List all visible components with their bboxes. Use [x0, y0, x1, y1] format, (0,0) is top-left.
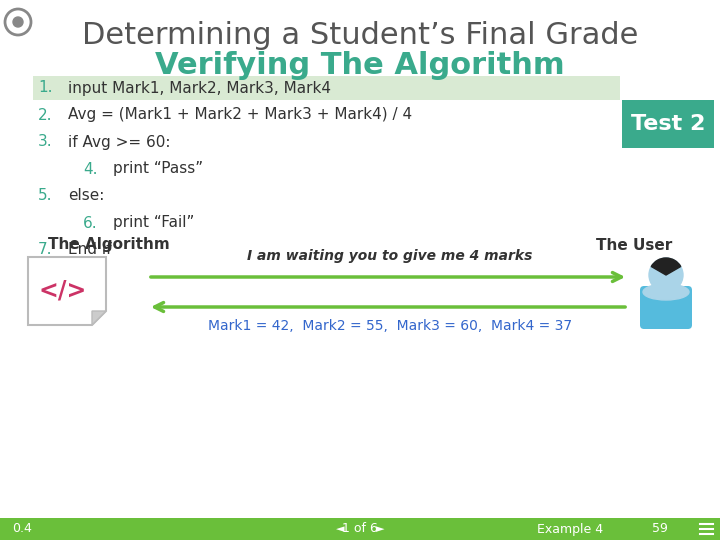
Text: Avg = (Mark1 + Mark2 + Mark3 + Mark4) / 4: Avg = (Mark1 + Mark2 + Mark3 + Mark4) / …: [68, 107, 412, 123]
FancyBboxPatch shape: [640, 286, 692, 329]
Text: The Algorithm: The Algorithm: [48, 238, 170, 253]
Text: I am waiting you to give me 4 marks: I am waiting you to give me 4 marks: [247, 249, 533, 263]
Text: 1.: 1.: [38, 80, 53, 96]
Polygon shape: [28, 257, 106, 325]
Text: Example 4: Example 4: [537, 523, 603, 536]
Text: else:: else:: [68, 188, 104, 204]
FancyArrowPatch shape: [150, 273, 621, 281]
Text: 3.: 3.: [38, 134, 53, 150]
Text: Determining a Student’s Final Grade: Determining a Student’s Final Grade: [82, 21, 638, 50]
Text: 7.: 7.: [38, 242, 53, 258]
Text: </>: </>: [39, 279, 87, 303]
Text: Test 2: Test 2: [631, 114, 705, 134]
Text: ◄: ◄: [336, 524, 344, 534]
FancyBboxPatch shape: [622, 100, 714, 148]
Wedge shape: [652, 258, 680, 275]
Text: if Avg >= 60:: if Avg >= 60:: [68, 134, 171, 150]
Text: 0.4: 0.4: [12, 523, 32, 536]
Text: input Mark1, Mark2, Mark3, Mark4: input Mark1, Mark2, Mark3, Mark4: [68, 80, 331, 96]
Text: 1 of 6: 1 of 6: [342, 523, 378, 536]
Text: Mark1 = 42,  Mark2 = 55,  Mark3 = 60,  Mark4 = 37: Mark1 = 42, Mark2 = 55, Mark3 = 60, Mark…: [208, 319, 572, 333]
Circle shape: [649, 258, 683, 292]
FancyBboxPatch shape: [33, 76, 620, 100]
FancyArrowPatch shape: [155, 302, 625, 312]
Text: 2.: 2.: [38, 107, 53, 123]
Text: print “Pass”: print “Pass”: [113, 161, 203, 177]
Text: 4.: 4.: [83, 161, 97, 177]
Ellipse shape: [643, 284, 689, 300]
Text: 5.: 5.: [38, 188, 53, 204]
FancyBboxPatch shape: [0, 518, 720, 540]
Text: 6.: 6.: [83, 215, 98, 231]
Text: 59: 59: [652, 523, 668, 536]
Text: ►: ►: [376, 524, 384, 534]
Text: The User: The User: [595, 238, 672, 253]
Circle shape: [13, 17, 23, 27]
Text: Verifying The Algorithm: Verifying The Algorithm: [156, 51, 564, 79]
Text: End if: End if: [68, 242, 112, 258]
Text: print “Fail”: print “Fail”: [113, 215, 194, 231]
Polygon shape: [92, 311, 106, 325]
